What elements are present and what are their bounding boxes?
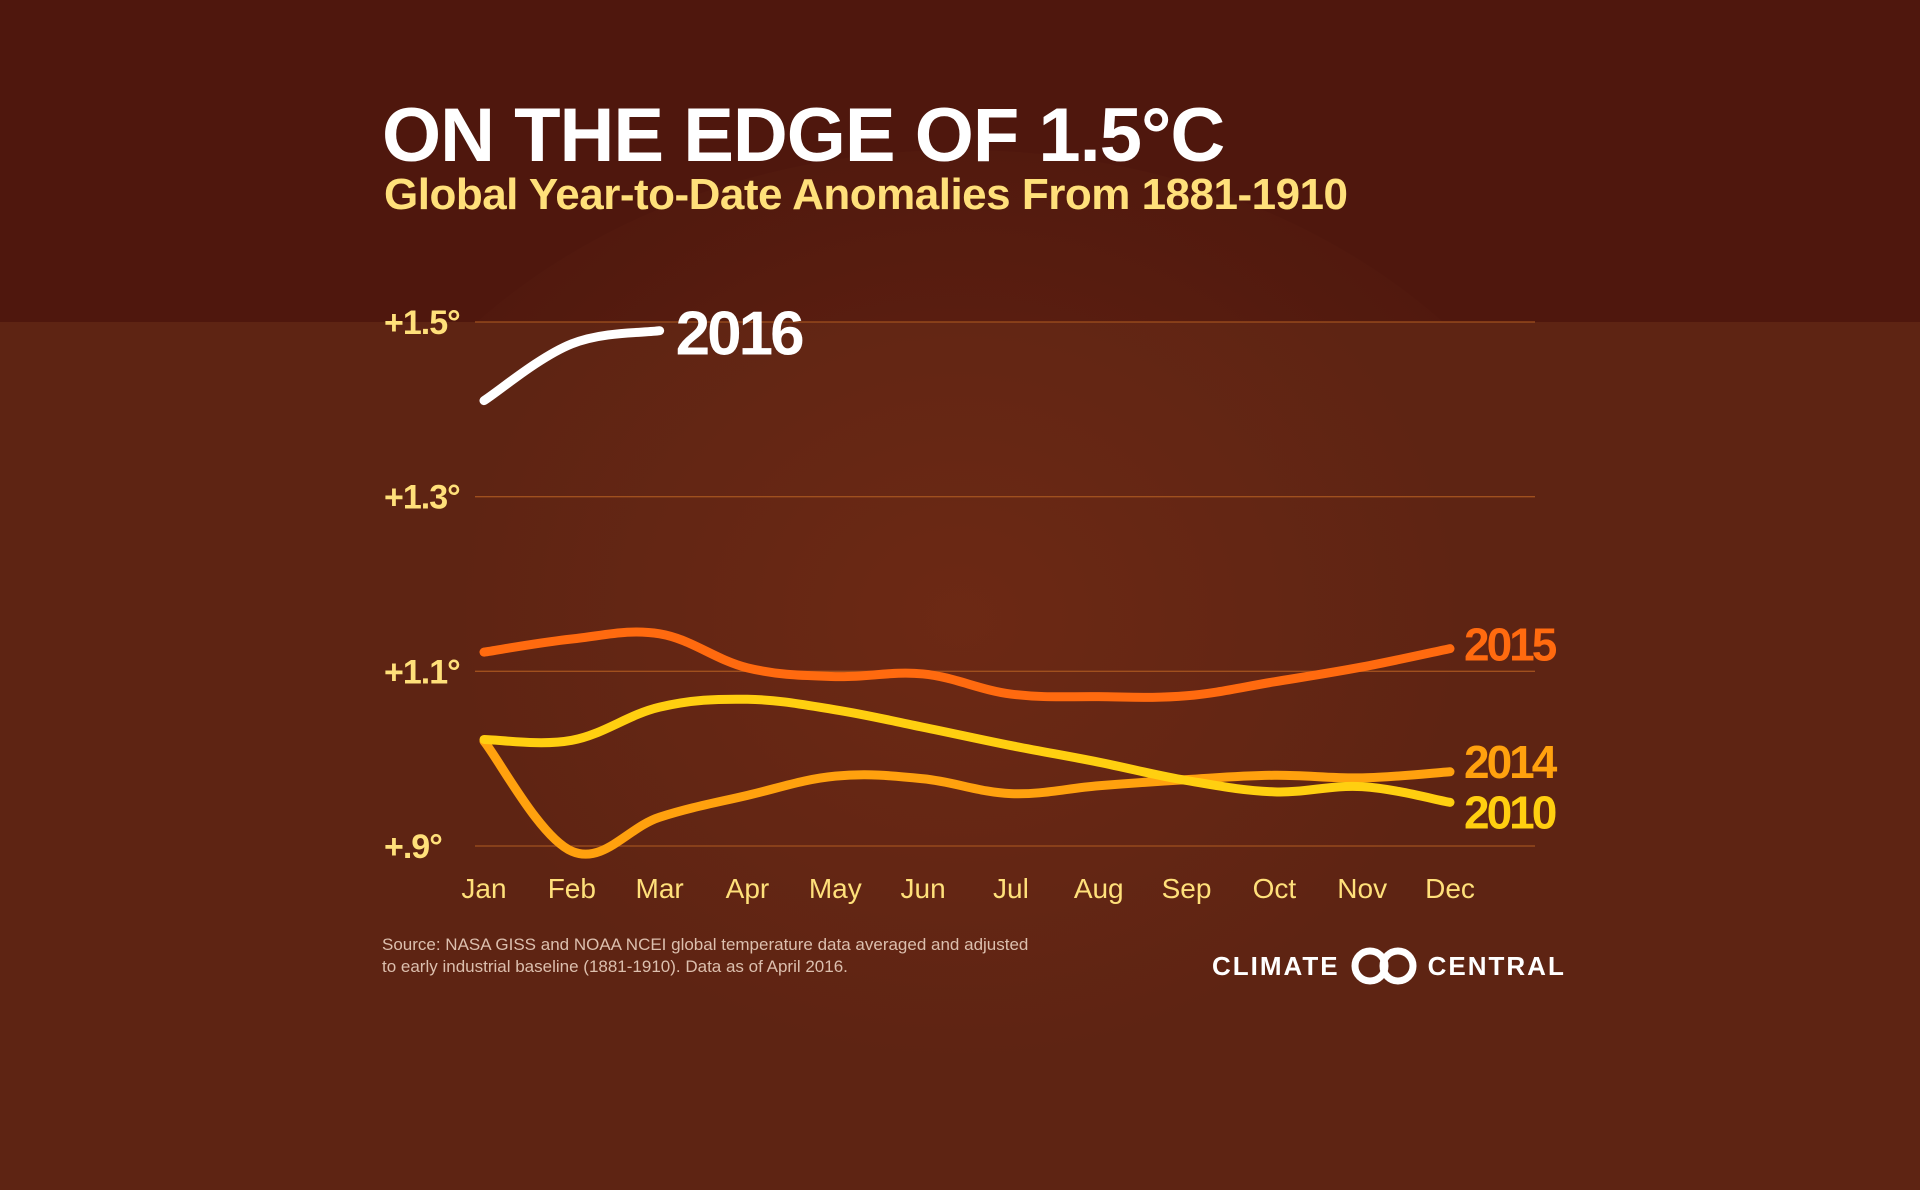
x-tick-label: Apr — [726, 873, 770, 904]
series-label-2014: 2014 — [1464, 736, 1558, 788]
chart-subtitle: Global Year-to-Date Anomalies From 1881-… — [384, 170, 1348, 219]
line-chart: +1.5° +1.3° +1.1° +.9° Jan Feb Mar Apr May Jun Jul… — [384, 300, 1561, 904]
series-line-2010 — [479, 694, 1455, 807]
x-tick-label: Feb — [548, 873, 596, 904]
series-label-2015: 2015 — [1464, 619, 1557, 671]
x-tick-label: Dec — [1425, 873, 1475, 904]
globe-background — [310, 150, 1610, 1190]
y-tick-label: +1.1° — [384, 653, 460, 691]
x-tick-label: Jan — [461, 873, 506, 904]
x-tick-label: May — [809, 873, 862, 904]
series-label-2016: 2016 — [676, 300, 803, 369]
x-tick-label: Nov — [1337, 873, 1387, 904]
y-tick-label: +.9° — [384, 828, 442, 866]
x-tick-label: Sep — [1162, 873, 1212, 904]
climate-central-logo: CLIMATE CENTRAL — [1212, 944, 1566, 988]
x-tick-label: Oct — [1253, 873, 1297, 904]
brand-word-left: CLIMATE — [1212, 950, 1340, 981]
y-tick-label: +1.3° — [384, 479, 460, 517]
y-tick-label: +1.5° — [384, 304, 460, 342]
double-ring-logo-icon — [1348, 946, 1420, 986]
series-line-2015 — [479, 627, 1455, 702]
brand-word-right: CENTRAL — [1427, 950, 1566, 981]
series-line-2014 — [479, 736, 1455, 859]
series-label-2010: 2010 — [1464, 786, 1556, 838]
chart-title: ON THE EDGE OF 1.5°C — [382, 93, 1225, 178]
x-tick-label: Mar — [636, 873, 684, 904]
source-note: Source: NASA GISS and NOAA NCEI global t… — [382, 935, 1029, 976]
x-tick-label: Jul — [993, 873, 1029, 904]
x-tick-label: Aug — [1074, 873, 1124, 904]
x-tick-label: Jun — [901, 873, 946, 904]
series-line-2016 — [479, 326, 665, 406]
